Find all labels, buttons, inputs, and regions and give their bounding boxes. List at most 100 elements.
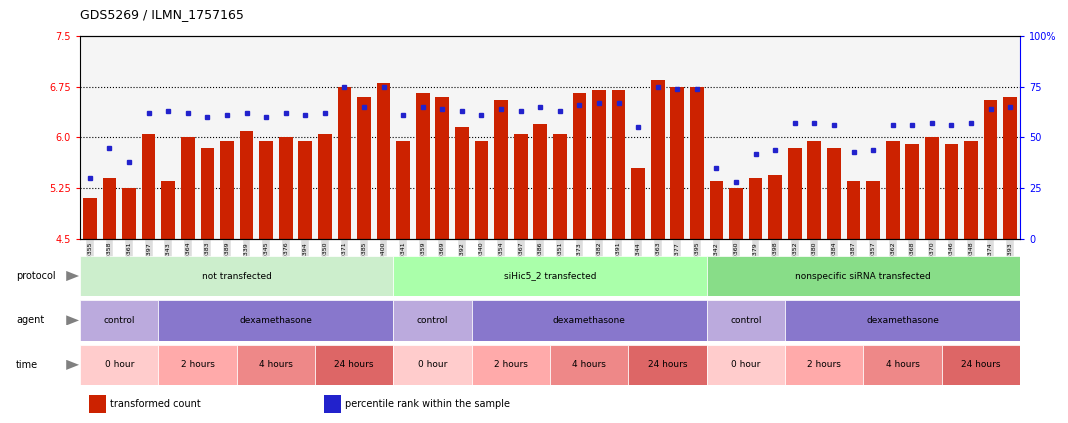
Bar [455,127,469,239]
Text: siHic5_2 transfected: siHic5_2 transfected [504,272,596,280]
Bar [707,345,785,385]
Bar [337,87,351,239]
Bar [494,100,508,239]
Bar [650,80,664,239]
Bar [925,137,939,239]
Text: time: time [16,360,38,370]
Bar [201,148,215,239]
Bar [80,300,158,341]
Bar [785,300,1020,341]
Bar [807,141,821,239]
Bar [325,395,342,413]
Bar [436,97,450,239]
Bar [514,134,528,239]
Bar [298,141,312,239]
Bar [80,256,393,296]
Text: control: control [731,316,761,325]
Bar [315,345,393,385]
Bar [415,93,429,239]
Bar [474,141,488,239]
Text: 4 hours: 4 hours [258,360,293,369]
Bar [906,144,920,239]
Text: 0 hour: 0 hour [732,360,760,369]
Bar [768,175,782,239]
Bar [671,87,685,239]
Bar [472,345,550,385]
Text: control: control [104,316,135,325]
Text: 4 hours: 4 hours [572,360,607,369]
Bar [396,141,410,239]
Bar [180,137,194,239]
Bar [785,345,863,385]
Text: 2 hours: 2 hours [180,360,215,369]
Bar [690,87,704,239]
Bar [863,345,942,385]
Bar [260,141,273,239]
Text: protocol: protocol [16,271,56,281]
Bar [631,168,645,239]
Bar [239,131,253,239]
Bar [885,141,899,239]
Bar [612,90,626,239]
Bar [749,178,763,239]
Text: dexamethasone: dexamethasone [239,316,312,325]
Bar [83,198,97,239]
Bar [393,256,707,296]
Bar [393,345,472,385]
Bar [553,134,567,239]
Bar [393,300,472,341]
Polygon shape [66,316,79,326]
Text: 2 hours: 2 hours [807,360,842,369]
Text: 24 hours: 24 hours [334,360,374,369]
Text: percentile rank within the sample: percentile rank within the sample [345,399,511,409]
Bar [847,181,861,239]
Text: 4 hours: 4 hours [885,360,920,369]
Bar [220,141,234,239]
Bar [472,300,707,341]
Bar [707,256,1020,296]
Bar [572,93,586,239]
Text: GDS5269 / ILMN_1757165: GDS5269 / ILMN_1757165 [80,8,244,21]
Text: dexamethasone: dexamethasone [553,316,626,325]
Bar [122,188,136,239]
Text: 0 hour: 0 hour [418,360,447,369]
Bar [1003,97,1017,239]
Text: 24 hours: 24 hours [648,360,687,369]
Bar [788,148,802,239]
Text: 24 hours: 24 hours [961,360,1001,369]
Bar [533,124,547,239]
Text: dexamethasone: dexamethasone [866,316,939,325]
Text: 2 hours: 2 hours [493,360,528,369]
Bar [709,181,723,239]
Bar [964,141,978,239]
Bar [237,345,315,385]
Bar [103,178,116,239]
Bar [550,345,628,385]
Polygon shape [66,271,79,281]
Text: 0 hour: 0 hour [105,360,134,369]
Bar [279,137,293,239]
Text: not transfected: not transfected [202,272,271,280]
Text: transformed count: transformed count [110,399,201,409]
Bar [158,345,237,385]
Bar [628,345,707,385]
Bar [827,148,841,239]
Bar [357,97,371,239]
Bar [80,345,158,385]
Bar [944,144,958,239]
Text: nonspecific siRNA transfected: nonspecific siRNA transfected [796,272,931,280]
Text: control: control [417,316,449,325]
Bar [866,181,880,239]
Bar [942,345,1020,385]
Bar [90,395,107,413]
Polygon shape [66,360,79,370]
Bar [984,100,998,239]
Bar [158,300,393,341]
Bar [377,83,391,239]
Bar [161,181,175,239]
Text: agent: agent [16,316,44,325]
Bar [318,134,332,239]
Bar [729,188,743,239]
Bar [142,134,156,239]
Bar [707,300,785,341]
